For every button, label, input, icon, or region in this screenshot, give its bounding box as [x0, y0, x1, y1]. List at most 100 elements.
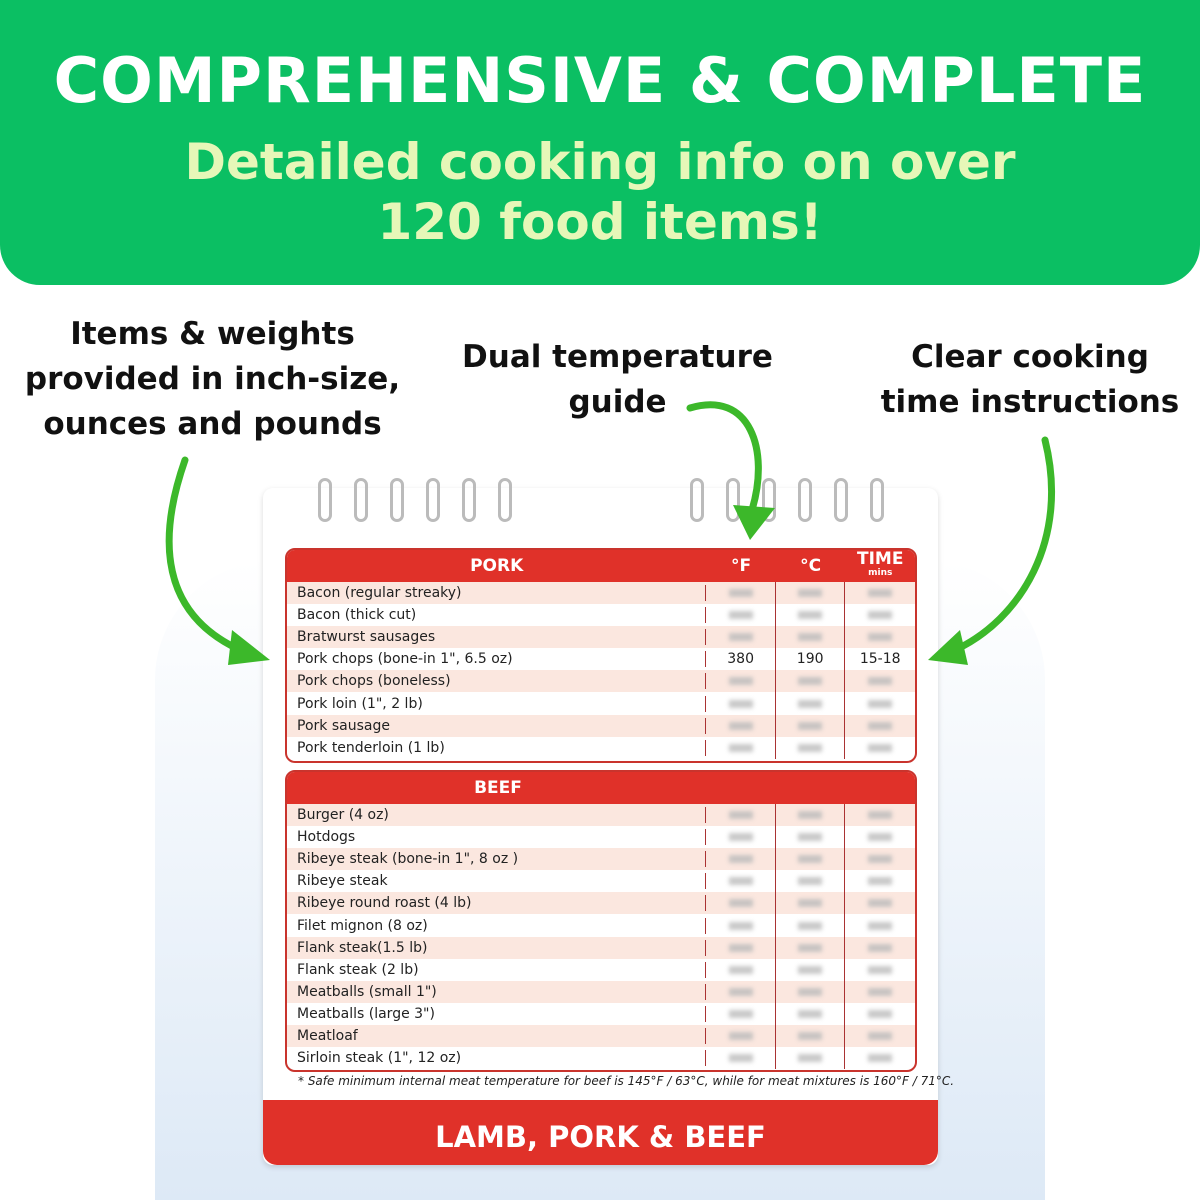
item-name: Hotdogs — [287, 829, 707, 846]
blurred-value — [868, 589, 893, 598]
table-row: Ribeye steak (bone-in 1", 8 oz ) — [287, 848, 915, 871]
value-time — [845, 1047, 915, 1069]
spiral-ring — [390, 478, 404, 522]
table-row: Bratwurst sausages — [287, 626, 915, 649]
value-time — [845, 1003, 915, 1025]
table-row: Pork loin (1", 2 lb) — [287, 692, 915, 715]
value-c — [776, 670, 846, 693]
pork-table: PORK °F °C TIME mins Bacon (regular strea… — [285, 548, 917, 763]
blurred-value — [868, 965, 893, 974]
spiral-ring — [498, 478, 512, 522]
blurred-value — [868, 721, 893, 730]
spiral-ring — [690, 478, 704, 522]
value-f — [706, 626, 776, 649]
value-c — [776, 1002, 846, 1025]
value-f — [706, 848, 776, 871]
value-time — [845, 737, 915, 759]
blurred-value — [798, 589, 823, 598]
item-name: Pork loin (1", 2 lb) — [287, 695, 707, 712]
blurred-value — [728, 877, 753, 886]
item-name: Meatloaf — [287, 1027, 707, 1044]
value-c — [776, 958, 846, 981]
value-f — [706, 604, 776, 627]
item-name: Bacon (regular streaky) — [287, 585, 707, 602]
blurred-value — [798, 987, 823, 996]
value-c — [776, 692, 846, 715]
beef-table: BEEF Burger (4 oz) Hotdogs Ribeye steak (b… — [285, 770, 917, 1072]
value-f — [706, 670, 776, 693]
value-f — [706, 826, 776, 849]
callout-items-weights: Items & weights provided in inch-size, o… — [0, 312, 425, 447]
arrow-center-icon — [686, 401, 762, 514]
blurred-value — [798, 921, 823, 930]
table-row: Pork sausage — [287, 714, 915, 737]
callout-cooking-time: Clear cooking time instructions — [870, 335, 1190, 425]
callout-line: provided in inch-size, — [24, 361, 401, 397]
value-f — [706, 714, 776, 737]
spiral-ring — [798, 478, 812, 522]
value-time — [845, 582, 915, 604]
table-row: Flank steak(1.5 lb) — [287, 936, 915, 959]
value-time — [845, 626, 915, 648]
blurred-value — [798, 677, 823, 686]
value-c — [776, 736, 846, 759]
blurred-value — [798, 833, 823, 842]
col-time: TIME mins — [845, 550, 915, 579]
value-time — [845, 959, 915, 981]
value-c — [776, 1047, 846, 1070]
time-label: TIME — [857, 548, 904, 569]
item-name: Meatballs (small 1") — [287, 983, 707, 1000]
blurred-value — [798, 1054, 823, 1063]
callout-line: time instructions — [880, 384, 1180, 420]
value-time — [845, 848, 915, 870]
arrowhead-icon — [228, 630, 270, 665]
blurred-value — [728, 677, 753, 686]
item-name: Pork chops (bone-in 1", 6.5 oz) — [287, 651, 707, 668]
value-f — [706, 958, 776, 981]
footer-title: LAMB, PORK & BEEF — [263, 1100, 938, 1165]
blurred-value — [868, 677, 893, 686]
blurred-value — [728, 987, 753, 996]
table-row: Meatballs (large 3") — [287, 1002, 915, 1025]
blurred-value — [868, 987, 893, 996]
value-time — [845, 1025, 915, 1047]
blurred-value — [798, 899, 823, 908]
blurred-value — [868, 633, 893, 642]
col-fahrenheit: °F — [731, 556, 752, 576]
value-time — [845, 937, 915, 959]
spiral-ring — [354, 478, 368, 522]
callout-line: guide — [568, 384, 667, 420]
table-row: Pork tenderloin (1 lb) — [287, 736, 915, 759]
blurred-value — [728, 1054, 753, 1063]
callout-line: Dual temperature — [462, 339, 773, 375]
blurred-value — [728, 589, 753, 598]
blurred-value — [728, 611, 753, 620]
arrowhead-icon — [733, 505, 775, 540]
item-name: Pork tenderloin (1 lb) — [287, 739, 707, 756]
item-name: Meatballs (large 3") — [287, 1005, 707, 1022]
table-row: Bacon (thick cut) — [287, 604, 915, 627]
table-row: Meatloaf — [287, 1024, 915, 1048]
blurred-value — [728, 699, 753, 708]
table-row: Meatballs (small 1") — [287, 980, 915, 1003]
callout-line: Items & weights — [70, 316, 355, 352]
blurred-value — [868, 855, 893, 864]
value-c — [776, 804, 846, 827]
blurred-value — [868, 943, 893, 952]
blurred-value — [728, 965, 753, 974]
value-f — [706, 892, 776, 915]
value-time — [845, 914, 915, 936]
pork-header: PORK °F °C TIME mins — [287, 550, 915, 582]
value-c — [776, 604, 846, 627]
blurred-value — [798, 633, 823, 642]
blurred-value — [868, 899, 893, 908]
value-time — [845, 715, 915, 737]
table-row: Flank steak (2 lb) — [287, 958, 915, 981]
value-f — [706, 914, 776, 937]
blurred-value — [868, 1009, 893, 1018]
blurred-value — [798, 943, 823, 952]
item-name: Pork sausage — [287, 717, 707, 734]
subtitle-line: 120 food items! — [377, 193, 823, 251]
banner: COMPREHENSIVE & COMPLETE Detailed cookin… — [0, 0, 1200, 285]
item-name: Ribeye steak (bone-in 1", 8 oz ) — [287, 851, 707, 868]
